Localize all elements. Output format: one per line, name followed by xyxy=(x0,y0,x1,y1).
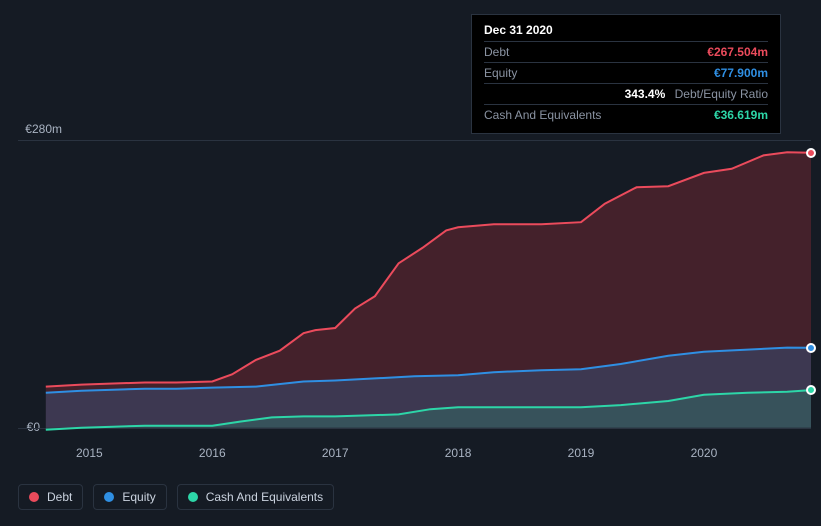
chart-svg xyxy=(18,140,811,438)
tooltip-ratio-row: 343.4% Debt/Equity Ratio xyxy=(484,83,768,104)
tooltip-row-value: €36.619m xyxy=(714,108,768,122)
tooltip-row-value: €77.900m xyxy=(714,66,768,80)
x-axis-tick: 2018 xyxy=(445,446,472,460)
legend-swatch xyxy=(104,492,114,502)
legend-swatch xyxy=(188,492,198,502)
legend-label: Cash And Equivalents xyxy=(206,490,323,504)
x-axis-tick: 2019 xyxy=(568,446,595,460)
x-axis-tick: 2015 xyxy=(76,446,103,460)
tooltip-row: Debt €267.504m xyxy=(484,41,768,62)
series-marker xyxy=(806,343,816,353)
tooltip-row: Cash And Equivalents €36.619m xyxy=(484,104,768,125)
tooltip-date: Dec 31 2020 xyxy=(484,23,768,37)
legend-label: Debt xyxy=(47,490,72,504)
tooltip-row: Equity €77.900m xyxy=(484,62,768,83)
y-axis-label-top: €280m xyxy=(0,122,62,136)
tooltip-row-value: €267.504m xyxy=(707,45,768,59)
x-axis-tick: 2017 xyxy=(322,446,349,460)
tooltip-row-label: Debt xyxy=(484,45,509,59)
series-marker xyxy=(806,385,816,395)
chart-legend: Debt Equity Cash And Equivalents xyxy=(18,484,334,510)
legend-label: Equity xyxy=(122,490,155,504)
series-marker xyxy=(806,148,816,158)
chart-tooltip: Dec 31 2020 Debt €267.504m Equity €77.90… xyxy=(471,14,781,134)
legend-swatch xyxy=(29,492,39,502)
legend-item[interactable]: Cash And Equivalents xyxy=(177,484,334,510)
x-axis-tick: 2016 xyxy=(199,446,226,460)
x-axis-tick: 2020 xyxy=(691,446,718,460)
tooltip-ratio-label: Debt/Equity Ratio xyxy=(675,87,768,101)
tooltip-ratio-pct: 343.4% xyxy=(625,87,666,101)
legend-item[interactable]: Equity xyxy=(93,484,166,510)
legend-item[interactable]: Debt xyxy=(18,484,83,510)
tooltip-row-label: Cash And Equivalents xyxy=(484,108,601,122)
tooltip-row-label: Equity xyxy=(484,66,517,80)
